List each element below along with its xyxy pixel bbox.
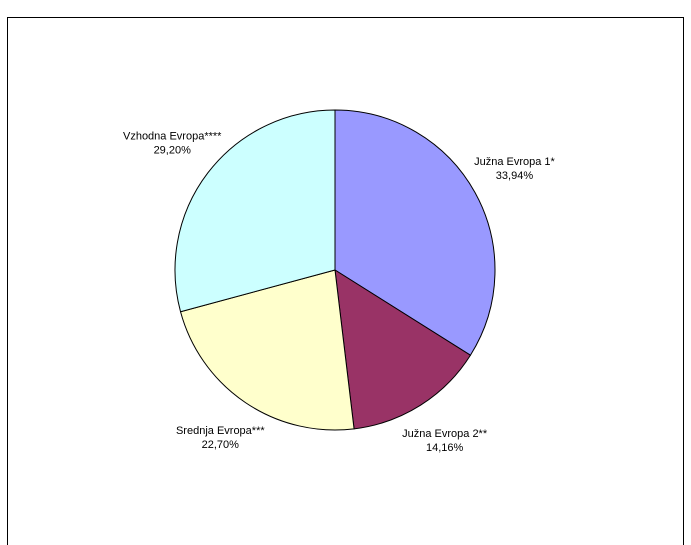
slice-value-label: 14,16% bbox=[426, 442, 464, 454]
slice-label: Vzhodna Evropa**** bbox=[123, 130, 222, 142]
pie-slice bbox=[174, 109, 336, 313]
pie-slice bbox=[334, 269, 472, 430]
pie-slice bbox=[334, 109, 496, 356]
slice-value-label: 33,94% bbox=[496, 170, 534, 182]
pie-slice bbox=[179, 269, 355, 431]
slice-label: Južna Evropa 1* bbox=[474, 156, 555, 168]
slice-label: Srednja Evropa*** bbox=[176, 425, 265, 437]
slice-label: Južna Evropa 2** bbox=[402, 428, 488, 440]
slice-value-label: 22,70% bbox=[202, 439, 240, 451]
slice-value-label: 29,20% bbox=[154, 144, 192, 156]
